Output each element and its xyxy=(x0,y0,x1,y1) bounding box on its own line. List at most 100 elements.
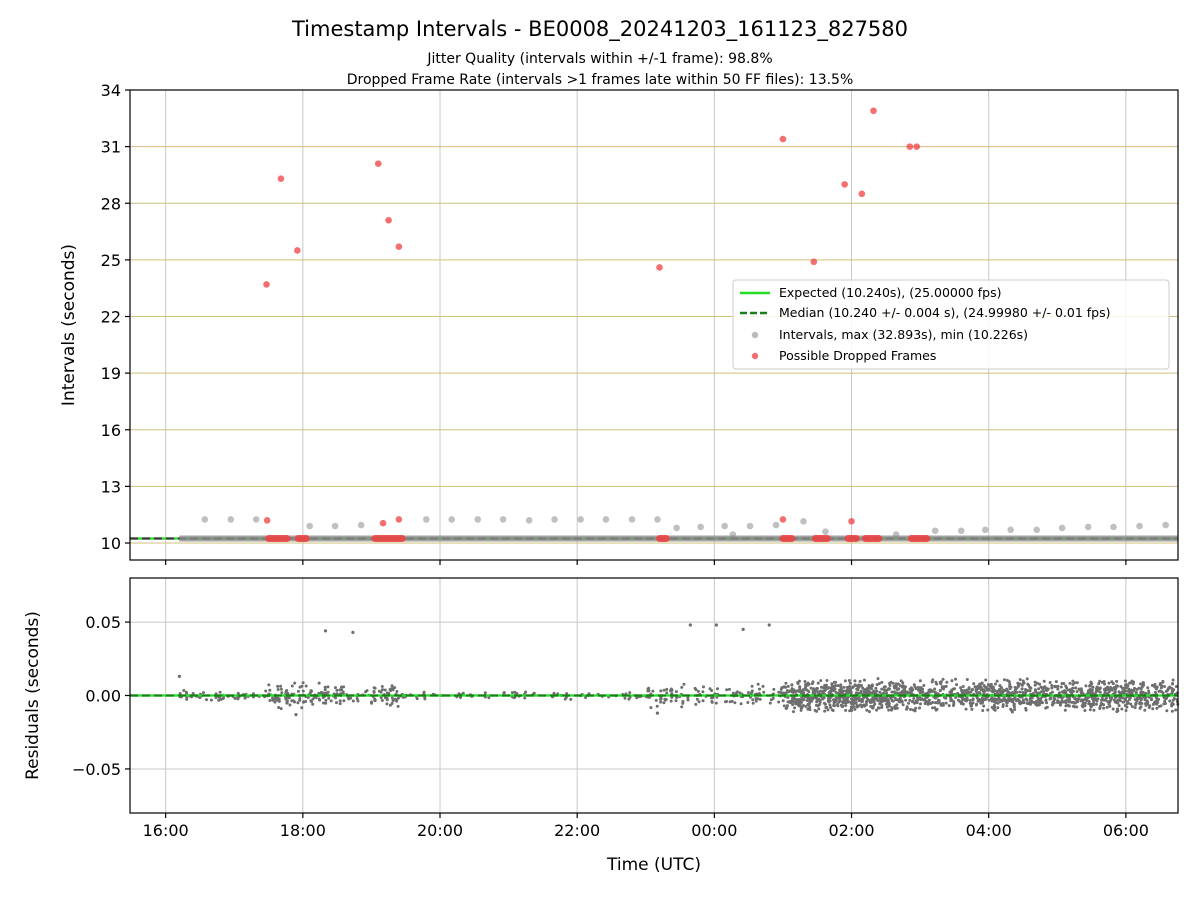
residual-point xyxy=(1165,709,1169,713)
residual-point xyxy=(964,707,968,711)
dropped-frame-point xyxy=(906,143,914,150)
residual-point xyxy=(901,703,905,707)
residual-point xyxy=(670,691,674,695)
residual-point xyxy=(1033,688,1037,692)
residual-point xyxy=(1063,708,1067,712)
residual-point xyxy=(1171,678,1175,682)
residual-point xyxy=(1020,701,1024,705)
time-x-tick-label: 04:00 xyxy=(966,821,1012,840)
residual-point xyxy=(971,697,975,701)
residual-point xyxy=(422,690,426,694)
residual-point xyxy=(756,682,760,686)
residual-point xyxy=(822,696,826,700)
interval-point xyxy=(1033,526,1041,534)
residual-point xyxy=(654,698,658,702)
interval-point xyxy=(721,522,728,530)
residual-point xyxy=(836,684,840,688)
residual-point xyxy=(844,689,848,693)
residual-point xyxy=(825,679,829,683)
residual-point xyxy=(1002,678,1006,682)
residual-point xyxy=(334,696,338,700)
residual-point xyxy=(1161,691,1165,695)
residual-point xyxy=(659,697,663,701)
residual-point xyxy=(923,697,927,701)
residual-point xyxy=(209,698,213,702)
residual-point xyxy=(1123,697,1127,701)
residual-point xyxy=(823,684,827,688)
dropped-frame-point xyxy=(870,107,877,115)
residual-point xyxy=(848,681,852,685)
residual-point xyxy=(1153,700,1157,704)
residual-point xyxy=(1088,684,1092,688)
residual-point xyxy=(990,696,994,700)
residual-point xyxy=(317,691,321,695)
residual-point xyxy=(970,707,974,711)
residual-point xyxy=(815,700,819,704)
residual-point xyxy=(1034,690,1038,694)
residual-point xyxy=(290,699,294,703)
residual-point xyxy=(892,690,896,694)
residual-point xyxy=(675,696,679,700)
residual-point xyxy=(1131,689,1135,693)
residual-point xyxy=(327,696,331,700)
residual-point xyxy=(1127,690,1131,694)
residual-point xyxy=(885,700,889,704)
residual-point xyxy=(927,698,931,702)
dropped-frame-cluster xyxy=(811,534,831,542)
residual-point xyxy=(894,706,898,710)
residual-point xyxy=(979,688,983,692)
chart-subtitle-dropped: Dropped Frame Rate (intervals >1 frames … xyxy=(347,72,854,88)
residual-point xyxy=(816,704,820,708)
residual-point xyxy=(1051,702,1055,706)
residual-point xyxy=(1088,708,1092,712)
residual-point xyxy=(380,698,384,702)
residual-point xyxy=(978,698,982,702)
residual-point xyxy=(510,691,514,695)
residual-point xyxy=(878,690,882,694)
residual-point xyxy=(287,696,291,700)
residual-point xyxy=(785,706,789,710)
residual-point xyxy=(1153,682,1157,686)
residual-point xyxy=(879,701,883,705)
residual-point xyxy=(1091,685,1095,689)
residual-point xyxy=(1009,707,1013,711)
residual-point xyxy=(1103,682,1107,686)
residual-point xyxy=(1071,679,1075,683)
residual-point xyxy=(882,685,886,689)
residual-point xyxy=(1064,704,1068,708)
residual-point xyxy=(821,689,825,693)
residual-point xyxy=(370,701,374,705)
residual-point xyxy=(552,691,556,695)
residual-point xyxy=(1155,702,1159,706)
residual-point xyxy=(300,706,304,710)
residual-point xyxy=(1087,702,1091,706)
residual-point xyxy=(836,704,840,708)
residual-point xyxy=(1116,698,1120,702)
residual-point xyxy=(832,680,836,684)
residual-point xyxy=(628,695,632,699)
residual-point xyxy=(682,682,686,686)
residual-point xyxy=(396,696,400,700)
residual-point xyxy=(1076,699,1080,703)
residual-point xyxy=(872,689,876,693)
residual-point xyxy=(1009,685,1013,689)
residual-point xyxy=(781,691,785,695)
residual-point xyxy=(324,691,328,695)
residual-point xyxy=(942,685,946,689)
residual-point xyxy=(268,699,272,703)
residual-point xyxy=(1134,701,1138,705)
residual-point xyxy=(649,706,653,710)
residual-point xyxy=(1080,704,1084,708)
residual-point xyxy=(1074,686,1078,690)
residual-point xyxy=(184,691,188,695)
residual-point xyxy=(280,691,284,695)
residual-point xyxy=(867,710,871,714)
time-x-tick-label: 00:00 xyxy=(691,821,737,840)
residual-point xyxy=(306,695,310,699)
residual-point xyxy=(905,690,909,694)
residual-point xyxy=(388,703,392,707)
residual-point xyxy=(817,697,821,701)
residual-point xyxy=(1155,706,1159,710)
residual-point xyxy=(961,702,965,706)
residual-point xyxy=(655,704,659,708)
